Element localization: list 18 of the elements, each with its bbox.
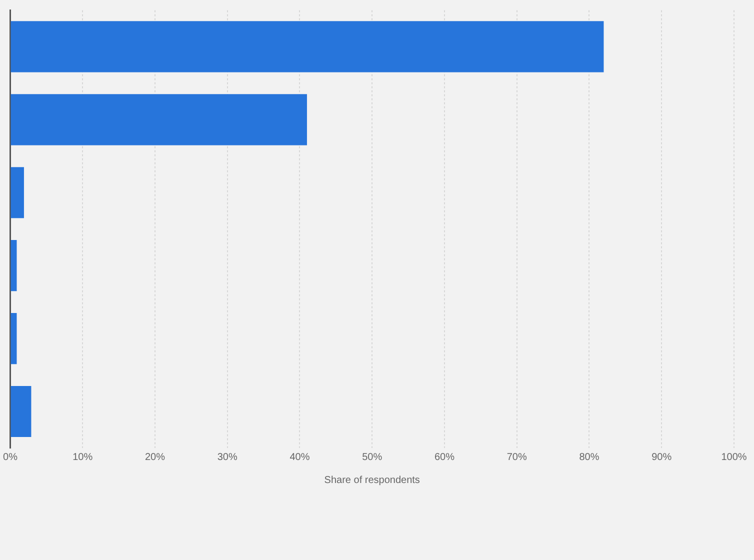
x-tick-label: 80%: [579, 452, 600, 463]
bar: [10, 167, 24, 218]
x-tick-label: 50%: [362, 452, 382, 463]
x-tick-label: 40%: [290, 452, 310, 463]
x-tick-label: 100%: [721, 452, 747, 463]
bar: [10, 94, 307, 146]
bar: [10, 240, 17, 292]
x-tick-label: 0%: [3, 452, 18, 463]
x-tick-label: 70%: [506, 452, 527, 463]
x-tick-label: 90%: [652, 452, 672, 463]
x-axis-title: Share of respondents: [324, 474, 420, 486]
bar: [10, 313, 17, 364]
x-tick-label: 30%: [217, 452, 238, 463]
x-tick-label: 10%: [72, 452, 93, 463]
x-tick-label: 60%: [434, 452, 455, 463]
bar: [10, 21, 604, 72]
x-tick-label: 20%: [144, 452, 166, 463]
bar: [10, 386, 32, 438]
